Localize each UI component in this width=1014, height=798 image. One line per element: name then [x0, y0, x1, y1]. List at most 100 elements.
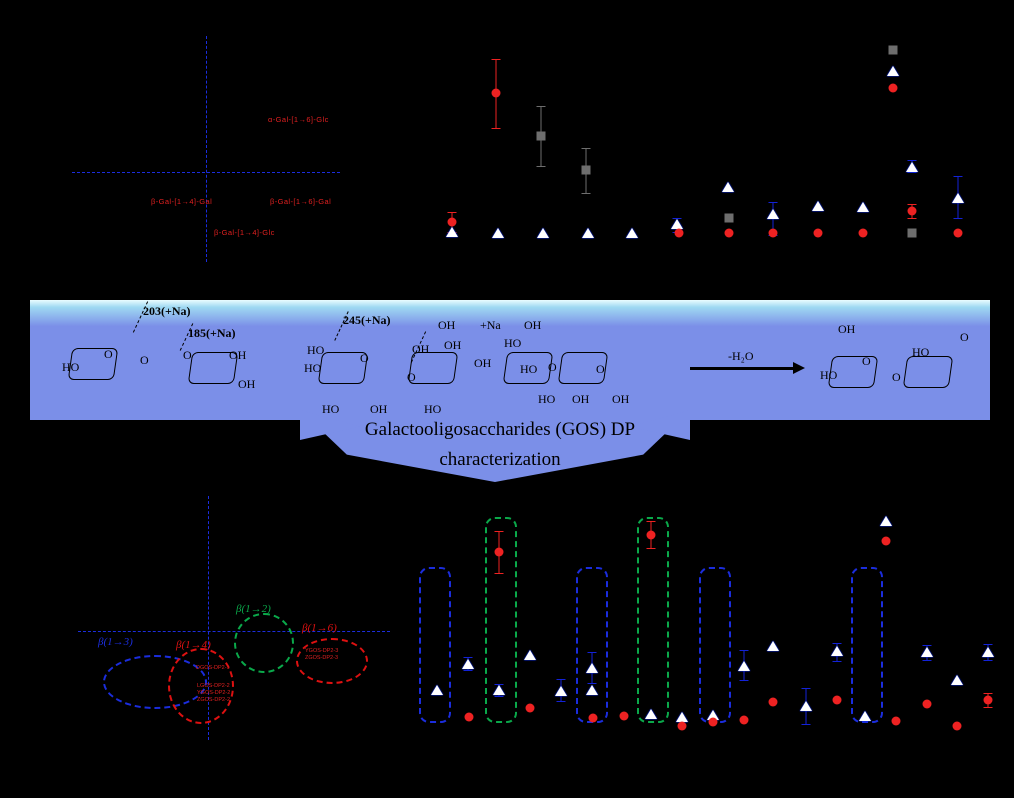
- data-point-triangle: [857, 202, 869, 212]
- error-bar-cap: [907, 172, 917, 173]
- data-point-circle: [813, 228, 823, 238]
- data-point-triangle: [586, 663, 598, 673]
- data-point-triangle: [582, 228, 594, 238]
- data-point-circle: [888, 83, 898, 93]
- error-bar-cap: [536, 106, 546, 107]
- top-left-score-plot: α-Gal-[1→6]-Glc β-Gal-[1→4]-Gal β-Gal-[1→6…: [0, 0, 400, 290]
- data-point-circle: [858, 228, 868, 238]
- data-point-triangle: [921, 647, 933, 657]
- error-bar-cap: [801, 724, 811, 725]
- error-bar-cap: [491, 59, 501, 60]
- data-point-circle: [525, 703, 535, 713]
- data-point-triangle: [524, 650, 536, 660]
- data-point-triangle: [906, 162, 918, 172]
- error-bar-cap: [536, 166, 546, 167]
- data-point-circle: [588, 713, 598, 723]
- data-point-triangle: [812, 201, 824, 211]
- error-bar-cap: [587, 652, 597, 653]
- sample-label: DGOS-DP2-1: [196, 665, 230, 671]
- data-point-triangle: [431, 685, 443, 695]
- cluster-ellipse-beta-1-2: [234, 613, 294, 673]
- linkage-annotation: α-Gal-[1→6]-Glc: [268, 115, 329, 124]
- error-bar-cap: [983, 644, 993, 645]
- highlight-box: [851, 567, 883, 723]
- data-point-circle: [724, 228, 734, 238]
- linkage-cluster-label: β(1→6): [302, 622, 337, 634]
- figure-title-line1: Galactooligosaccharides (GOS) DP: [364, 419, 636, 440]
- data-point-triangle: [707, 710, 719, 720]
- error-bar-cap: [739, 650, 749, 651]
- highlight-box: [637, 517, 669, 723]
- data-point-triangle: [859, 711, 871, 721]
- bl-vertical-axis-line: [208, 496, 209, 740]
- error-bar-cap: [832, 661, 842, 662]
- sample-label: YGOS-DP2-2: [197, 690, 231, 696]
- error-bar-cap: [494, 684, 504, 685]
- error-bar-cap: [672, 218, 682, 219]
- data-point-triangle: [887, 66, 899, 76]
- error-bar-cap: [581, 193, 591, 194]
- linkage-cluster-label: β(1→3): [98, 636, 133, 648]
- data-point-triangle: [446, 227, 458, 237]
- error-bar-cap: [953, 218, 963, 219]
- error-bar-cap: [556, 679, 566, 680]
- data-point-circle: [983, 695, 993, 705]
- data-point-circle: [674, 228, 684, 238]
- error-bar-cap: [494, 573, 504, 574]
- data-point-circle: [768, 697, 778, 707]
- data-point-circle: [768, 228, 778, 238]
- data-point-circle: [491, 88, 501, 98]
- error-bar-cap: [646, 548, 656, 549]
- data-point-triangle: [493, 685, 505, 695]
- data-point-circle: [881, 536, 891, 546]
- data-point-circle: [953, 228, 963, 238]
- data-point-triangle: [767, 209, 779, 219]
- data-point-triangle: [738, 661, 750, 671]
- linkage-annotation: β-Gal-[1→4]-Glc: [214, 228, 275, 237]
- figure-title: Galactooligosaccharides (GOS) DP charact…: [180, 415, 820, 475]
- chemistry-reaction-panel: [0, 292, 1014, 500]
- sample-label: ZGOS-DP2-3: [305, 655, 339, 661]
- highlight-box: [485, 517, 517, 723]
- error-bar-cap: [907, 218, 917, 219]
- linkage-annotation: β-Gal-[1→6]-Gal: [270, 197, 332, 206]
- data-point-triangle: [880, 516, 892, 526]
- data-point-square: [536, 131, 546, 141]
- linkage-cluster-label: β(1→2): [236, 603, 271, 615]
- error-bar-cap: [494, 531, 504, 532]
- data-point-circle: [952, 721, 962, 731]
- data-point-circle: [494, 547, 504, 557]
- error-bar-cap: [491, 128, 501, 129]
- error-bar-cap: [983, 660, 993, 661]
- error-bar-cap: [983, 693, 993, 694]
- data-point-circle: [677, 721, 687, 731]
- linkage-annotation: β-Gal-[1→4]-Gal: [151, 197, 213, 206]
- cluster-ellipse-beta-1-4: [168, 648, 234, 724]
- error-bar-cap: [983, 707, 993, 708]
- error-bar-cap: [646, 521, 656, 522]
- data-point-triangle: [831, 646, 843, 656]
- data-point-circle: [922, 699, 932, 709]
- data-point-triangle: [671, 219, 683, 229]
- data-point-square: [581, 165, 591, 175]
- error-bar-cap: [768, 202, 778, 203]
- error-bar-cap: [463, 670, 473, 671]
- chemistry-background: [30, 300, 990, 420]
- error-bar-cap: [922, 660, 932, 661]
- error-bar-cap: [581, 148, 591, 149]
- error-bar-cap: [922, 645, 932, 646]
- data-point-triangle: [586, 685, 598, 695]
- data-point-circle: [708, 717, 718, 727]
- data-point-square: [907, 228, 917, 238]
- sample-label: YGOS-DP2-3: [305, 648, 339, 654]
- data-point-triangle: [982, 647, 994, 657]
- highlight-box: [419, 567, 451, 723]
- data-point-triangle: [492, 228, 504, 238]
- data-point-triangle: [537, 228, 549, 238]
- data-point-circle: [464, 712, 474, 722]
- error-bar-cap: [556, 701, 566, 702]
- error-bar-cap: [832, 643, 842, 644]
- data-point-circle: [646, 530, 656, 540]
- data-point-triangle: [462, 659, 474, 669]
